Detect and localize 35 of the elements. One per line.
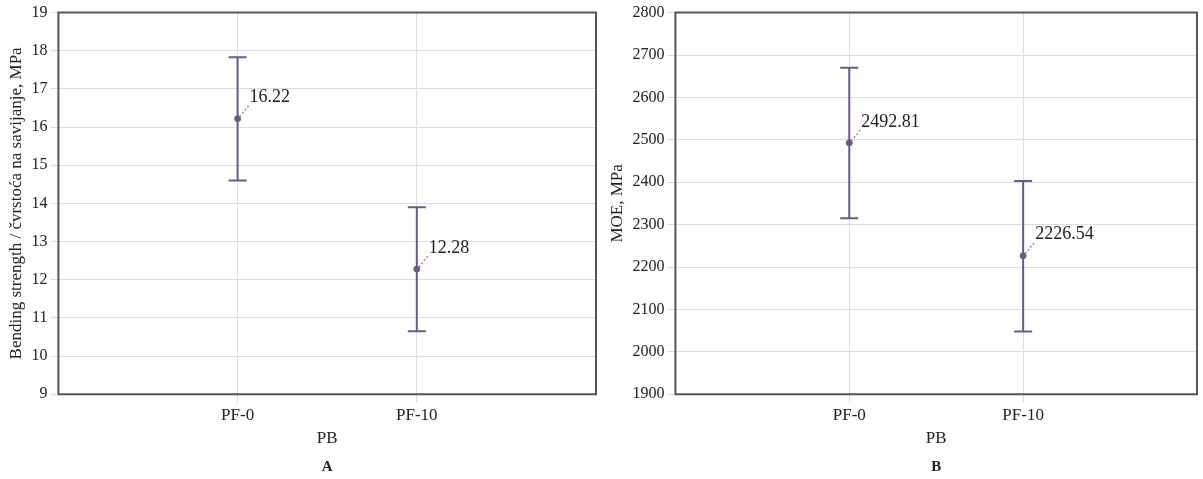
- y-tick-label: 9: [39, 384, 48, 402]
- data-label: 12.28: [428, 236, 470, 257]
- y-tick-label: 2100: [632, 299, 665, 317]
- y-tick-label: 2600: [632, 87, 665, 105]
- data-label: 2492.81: [861, 110, 920, 131]
- data-label: 16.22: [249, 86, 291, 107]
- y-axis-title: MOE, MPa: [606, 163, 626, 243]
- y-tick-label: 1900: [632, 384, 665, 402]
- y-tick-label: 16: [31, 117, 48, 135]
- y-tick-label: 15: [31, 155, 48, 173]
- y-tick-label: 11: [31, 308, 48, 326]
- x-axis-title: PB: [316, 428, 338, 448]
- y-tick-label: 2000: [632, 342, 665, 359]
- x-axis-title: PB: [925, 428, 947, 448]
- y-tick-label: 2400: [632, 172, 665, 190]
- data-label: 2226.54: [1035, 223, 1094, 244]
- y-tick-label: 2200: [632, 257, 665, 275]
- y-tick-label: 2700: [632, 45, 665, 63]
- x-tick-label: PF-10: [396, 404, 438, 424]
- y-tick-label: 10: [31, 346, 48, 364]
- x-tick-label: PF-10: [1002, 404, 1044, 424]
- y-tick-label: 18: [31, 40, 48, 58]
- y-tick-label: 14: [31, 193, 48, 211]
- y-tick-label: 13: [31, 231, 48, 249]
- x-tick-label: PF-0: [221, 404, 255, 424]
- y-tick-label: 12: [31, 269, 48, 287]
- y-tick-label: 2500: [632, 130, 665, 147]
- y-tick-label: 2300: [632, 214, 665, 232]
- y-tick-label: 17: [31, 79, 48, 97]
- y-tick-label: 19: [31, 2, 48, 20]
- x-tick-label: PF-0: [832, 404, 866, 424]
- y-axis-title: Bending strength / čvrstoća na savijanje, MPa: [5, 46, 25, 360]
- y-tick-label: 2800: [632, 2, 665, 20]
- text: A: [321, 458, 333, 475]
- text: B: [931, 458, 942, 475]
